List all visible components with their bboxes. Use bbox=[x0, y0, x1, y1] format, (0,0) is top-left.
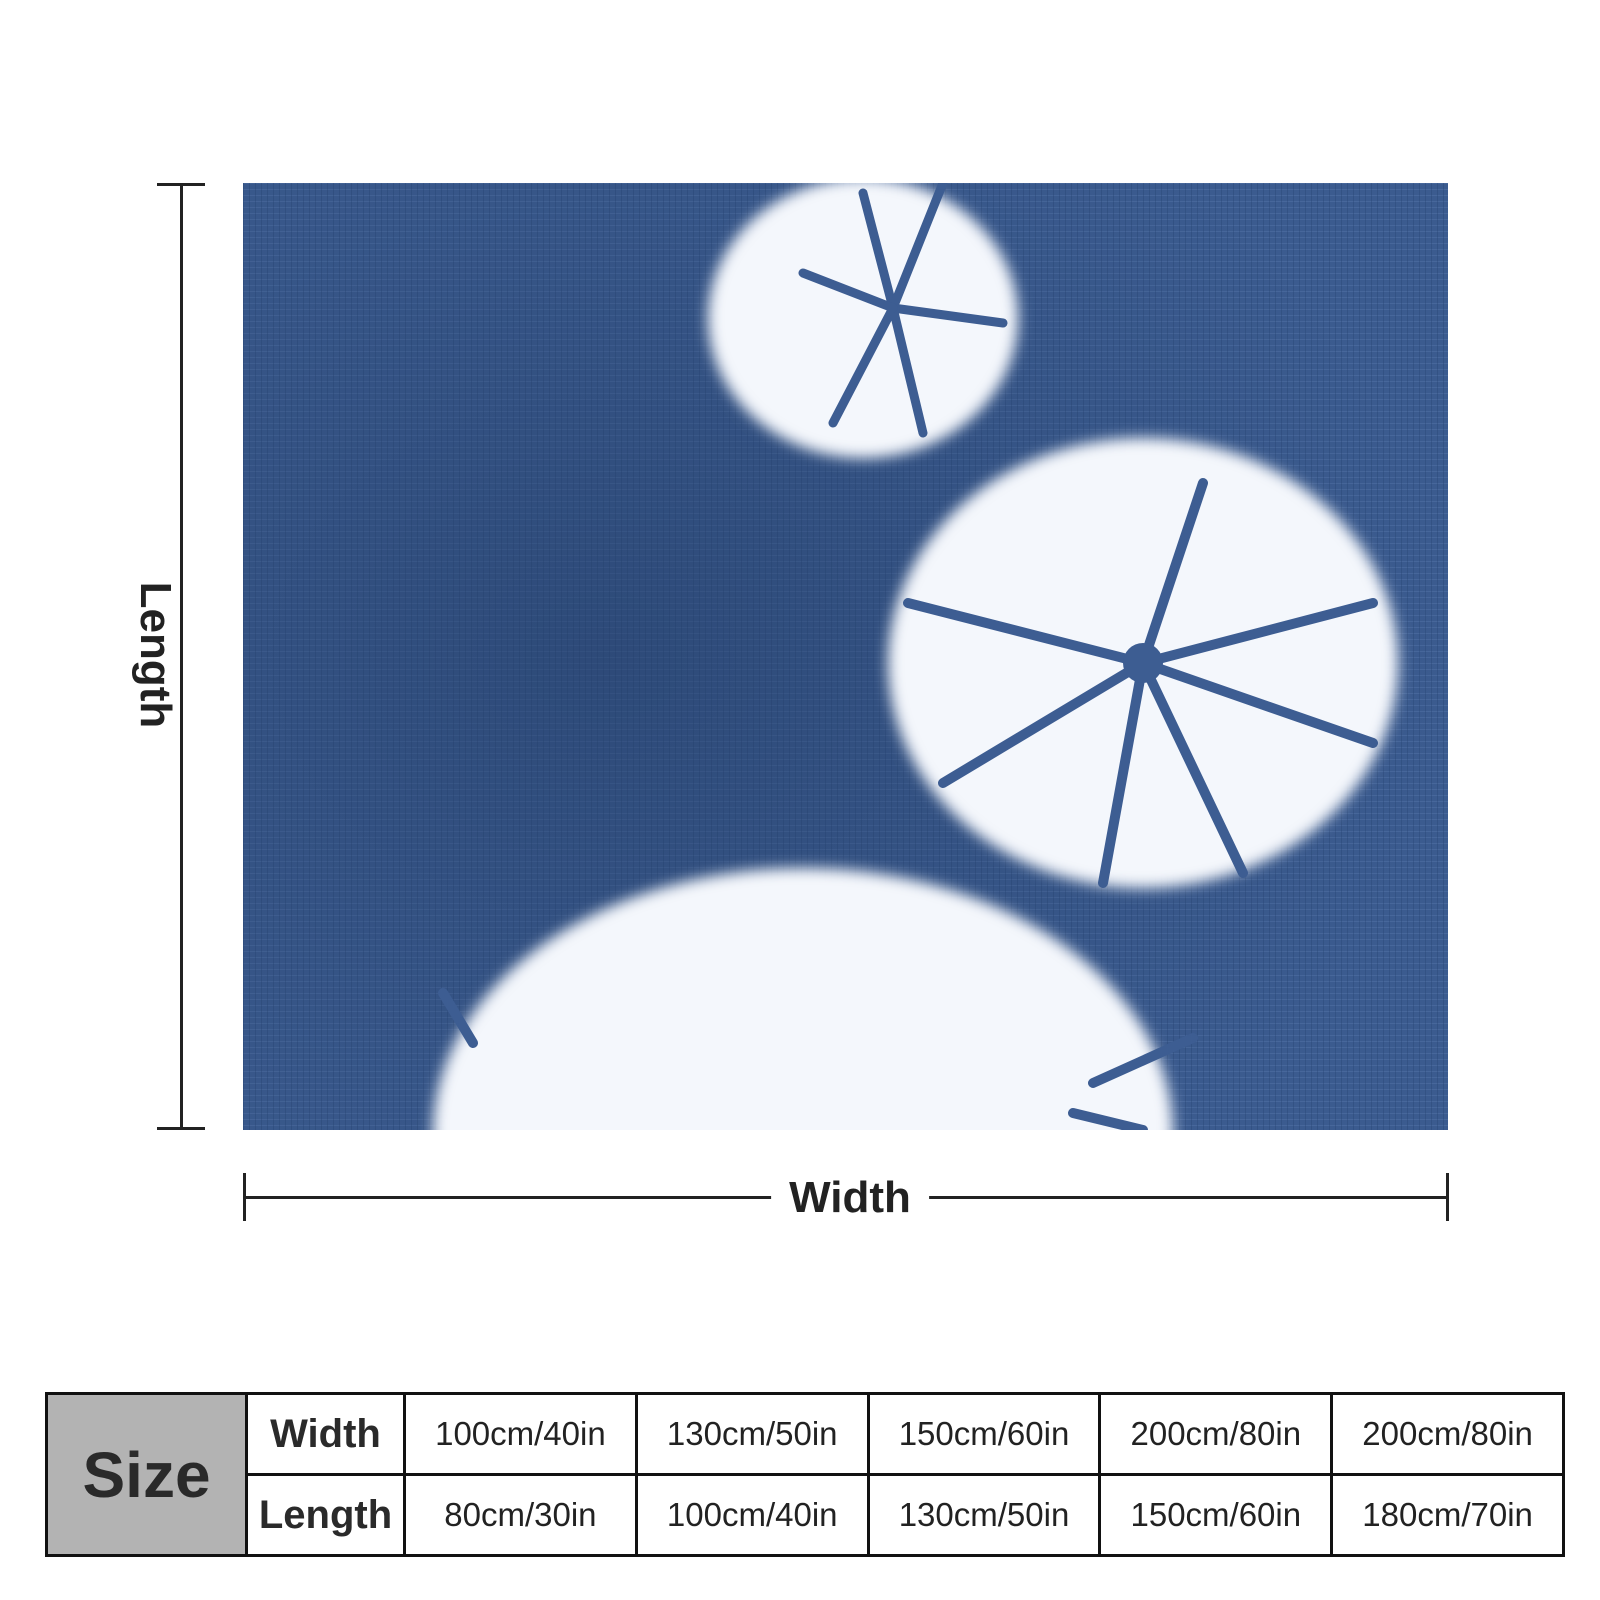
width-cell: 100cm/40in bbox=[403, 1392, 638, 1476]
width-cell: 130cm/50in bbox=[634, 1392, 870, 1476]
length-row-header: Length bbox=[245, 1473, 406, 1557]
width-cell: 200cm/80in bbox=[1330, 1392, 1565, 1476]
product-artwork bbox=[243, 183, 1448, 1130]
length-line bbox=[180, 183, 183, 1130]
size-chart-table: Size Width 100cm/40in 130cm/50in 150cm/6… bbox=[45, 1392, 1565, 1557]
length-cell: 80cm/30in bbox=[403, 1473, 638, 1557]
bottom-flower-motif bbox=[433, 868, 1173, 1130]
length-dimension-label: Length bbox=[131, 567, 180, 743]
width-cell: 200cm/80in bbox=[1098, 1392, 1334, 1476]
top-flower-motif bbox=[708, 183, 1018, 458]
length-cell: 130cm/50in bbox=[866, 1473, 1102, 1557]
length-cell: 180cm/70in bbox=[1330, 1473, 1565, 1557]
size-header-cell: Size bbox=[45, 1392, 248, 1557]
length-cell: 100cm/40in bbox=[634, 1473, 870, 1557]
table-row: Length 80cm/30in 100cm/40in 130cm/50in 1… bbox=[47, 1473, 1565, 1557]
width-dimension-label: Width bbox=[771, 1176, 929, 1220]
table-row: Size Width 100cm/40in 130cm/50in 150cm/6… bbox=[45, 1392, 1565, 1557]
width-row-header: Width bbox=[245, 1392, 406, 1476]
width-cell: 150cm/60in bbox=[866, 1392, 1102, 1476]
length-cell: 150cm/60in bbox=[1098, 1473, 1334, 1557]
